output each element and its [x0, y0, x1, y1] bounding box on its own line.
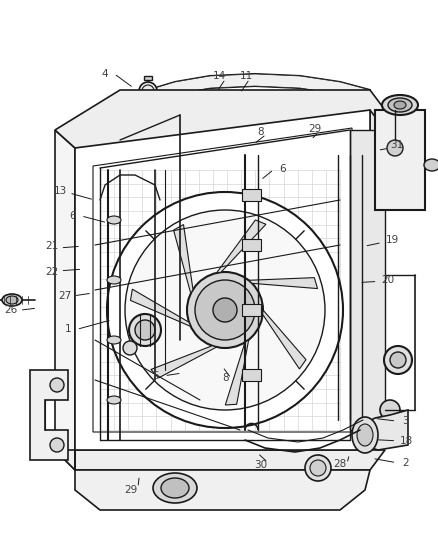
- Polygon shape: [225, 340, 249, 405]
- Ellipse shape: [153, 473, 197, 503]
- Text: 3: 3: [402, 416, 409, 426]
- Text: 1: 1: [64, 325, 71, 334]
- Text: 29: 29: [308, 124, 321, 134]
- Ellipse shape: [107, 216, 121, 224]
- Ellipse shape: [387, 140, 403, 156]
- Text: 4: 4: [102, 69, 109, 78]
- Polygon shape: [155, 74, 370, 102]
- Ellipse shape: [388, 98, 412, 112]
- Text: 19: 19: [385, 235, 399, 245]
- Polygon shape: [362, 410, 408, 450]
- Text: 18: 18: [400, 436, 413, 446]
- Polygon shape: [242, 369, 261, 381]
- Ellipse shape: [424, 159, 438, 171]
- Text: 5: 5: [152, 371, 159, 381]
- Ellipse shape: [129, 314, 161, 346]
- Ellipse shape: [50, 438, 64, 452]
- Ellipse shape: [305, 455, 331, 481]
- Polygon shape: [216, 220, 266, 273]
- Polygon shape: [242, 304, 261, 316]
- Ellipse shape: [107, 336, 121, 344]
- Text: 26: 26: [4, 305, 18, 315]
- Text: 6: 6: [279, 165, 286, 174]
- Polygon shape: [75, 450, 370, 510]
- Text: 22: 22: [45, 267, 58, 277]
- Ellipse shape: [6, 296, 18, 304]
- Text: 2: 2: [402, 458, 409, 467]
- Ellipse shape: [310, 460, 326, 476]
- Polygon shape: [151, 346, 216, 378]
- Text: 31: 31: [390, 140, 403, 150]
- Polygon shape: [370, 110, 385, 450]
- Polygon shape: [350, 130, 385, 430]
- Polygon shape: [242, 239, 261, 251]
- Polygon shape: [55, 450, 385, 470]
- Polygon shape: [55, 130, 75, 470]
- Ellipse shape: [135, 320, 155, 340]
- Ellipse shape: [50, 378, 64, 392]
- Text: 8: 8: [222, 374, 229, 383]
- Text: 27: 27: [58, 291, 71, 301]
- Text: 20: 20: [381, 275, 394, 285]
- Ellipse shape: [382, 95, 418, 115]
- Ellipse shape: [352, 417, 378, 453]
- Text: 28: 28: [333, 459, 346, 469]
- Text: 8: 8: [257, 127, 264, 137]
- Ellipse shape: [139, 82, 157, 100]
- Polygon shape: [249, 278, 318, 288]
- Ellipse shape: [380, 400, 400, 420]
- Polygon shape: [144, 76, 152, 80]
- Polygon shape: [55, 90, 385, 148]
- Polygon shape: [263, 310, 306, 369]
- Ellipse shape: [107, 396, 121, 404]
- Text: 11: 11: [240, 71, 253, 81]
- Ellipse shape: [107, 192, 343, 428]
- Polygon shape: [131, 289, 191, 327]
- Polygon shape: [75, 110, 370, 450]
- Text: 30: 30: [254, 460, 267, 470]
- Ellipse shape: [107, 276, 121, 284]
- Ellipse shape: [384, 346, 412, 374]
- Text: 29: 29: [124, 486, 137, 495]
- Text: 21: 21: [45, 241, 58, 251]
- Ellipse shape: [123, 341, 137, 355]
- Text: 13: 13: [54, 186, 67, 196]
- Polygon shape: [30, 370, 68, 460]
- Text: 6: 6: [69, 211, 76, 221]
- Ellipse shape: [394, 101, 406, 109]
- Ellipse shape: [195, 280, 255, 340]
- Ellipse shape: [2, 294, 22, 306]
- Ellipse shape: [187, 272, 263, 348]
- Ellipse shape: [213, 298, 237, 322]
- Polygon shape: [375, 110, 425, 210]
- Polygon shape: [242, 189, 261, 201]
- Ellipse shape: [161, 478, 189, 498]
- Ellipse shape: [390, 352, 406, 368]
- Ellipse shape: [125, 210, 325, 410]
- Text: 14: 14: [213, 71, 226, 81]
- Ellipse shape: [357, 424, 373, 446]
- Polygon shape: [173, 224, 193, 294]
